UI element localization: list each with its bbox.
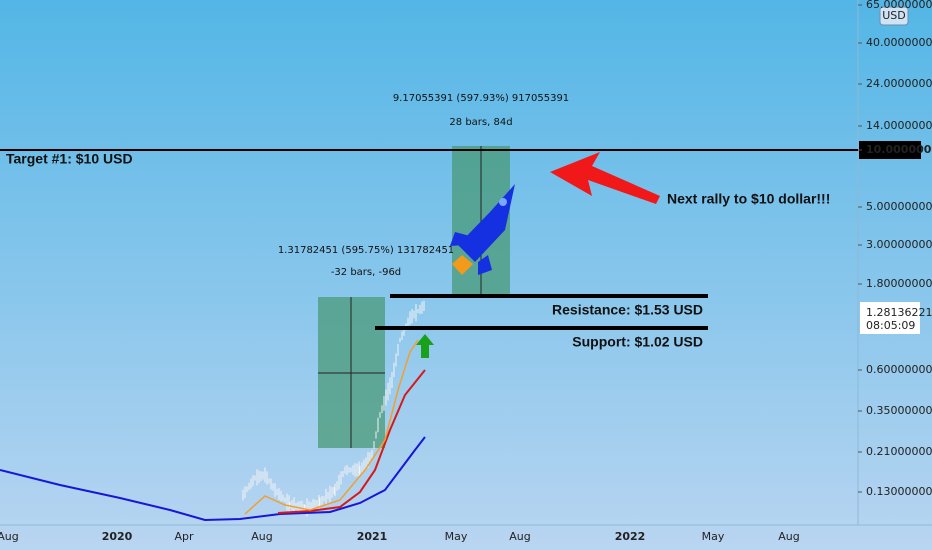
green-arrow	[416, 334, 434, 358]
x-tick-label: Aug	[778, 530, 799, 543]
x-tick-label: May	[445, 530, 468, 543]
y-tick-label: 0.60000000	[866, 363, 932, 376]
measure-span: 28 bars, 84d	[449, 117, 512, 128]
measure-change: 9.17055391 (597.93%) 917055391	[393, 93, 569, 104]
x-tick-label: 2021	[357, 530, 388, 543]
moving-average	[277, 369, 426, 514]
y-tick-label: 24.00000000	[866, 77, 932, 90]
red-arrow	[550, 152, 660, 204]
support-label: Support: $1.02 USD	[572, 334, 703, 350]
x-tick-label: May	[702, 530, 725, 543]
y-tick-label: 5.00000000	[866, 200, 932, 213]
moving-average	[244, 339, 419, 515]
moving-average	[0, 436, 426, 522]
y-tick-label: 65.00000000	[866, 0, 932, 11]
x-tick-label: Apr	[174, 530, 194, 543]
countdown: 08:05:09	[866, 319, 915, 332]
measure-change: 1.31782451 (595.75%) 131782451	[278, 245, 454, 256]
y-tick-label: 0.21000000	[866, 445, 932, 458]
target-label: Target #1: $10 USD	[6, 151, 133, 167]
currency-label[interactable]: USD	[882, 9, 906, 22]
current-price: 1.28136221	[866, 306, 932, 319]
y-tick-label: 3.00000000	[866, 238, 932, 251]
rally-label: Next rally to $10 dollar!!!	[667, 191, 830, 207]
highlight-tick-box	[859, 141, 921, 159]
y-tick-label: 0.13000000	[866, 485, 932, 498]
measure-span: -32 bars, -96d	[331, 267, 401, 278]
x-tick-label: Aug	[251, 530, 272, 543]
resistance-label: Resistance: $1.53 USD	[552, 302, 703, 318]
y-tick-label: 40.00000000	[866, 36, 932, 49]
x-tick-label: Aug	[509, 530, 530, 543]
y-tick-label: 1.80000000	[866, 277, 932, 290]
x-tick-label: 2022	[615, 530, 646, 543]
x-tick-label: Aug	[0, 530, 19, 543]
rocket-icon	[450, 184, 515, 275]
currency-button[interactable]	[879, 6, 909, 26]
y-tick-label: 14.00000000	[866, 119, 932, 132]
current-price-box	[860, 302, 920, 334]
x-tick-label: 2020	[102, 530, 133, 543]
y-tick-label: 0.35000000	[866, 404, 932, 417]
y-tick-label: 10.00000000	[866, 143, 932, 156]
price-candles	[242, 300, 425, 517]
